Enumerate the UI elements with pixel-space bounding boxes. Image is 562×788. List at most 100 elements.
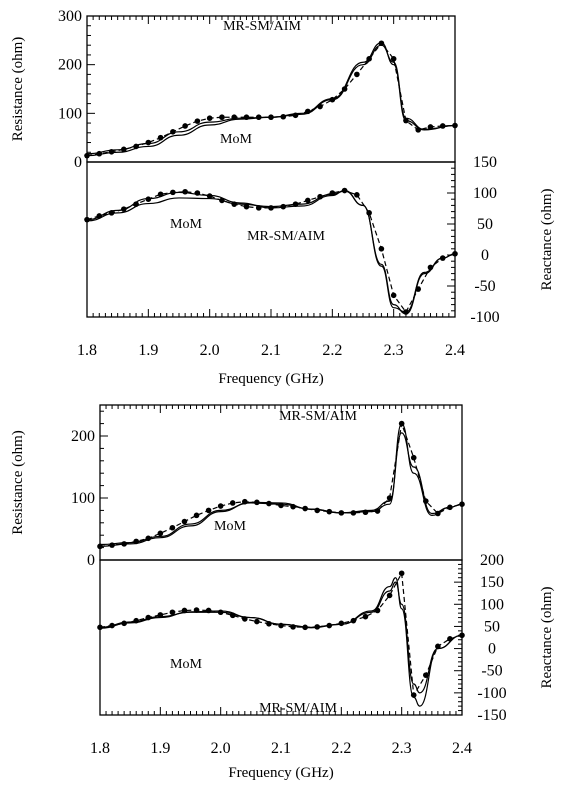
data-point <box>157 530 164 537</box>
data-point <box>205 507 212 514</box>
data-point <box>423 498 429 504</box>
data-point <box>366 210 372 216</box>
data-point <box>403 117 409 124</box>
data-point <box>181 607 188 614</box>
data-point <box>254 499 260 506</box>
data-point <box>108 210 115 216</box>
data-point <box>278 502 284 509</box>
y-tick-label: -100 <box>470 309 499 326</box>
data-point <box>341 86 348 92</box>
y-tick-label: 200 <box>71 428 95 445</box>
data-point <box>354 192 360 198</box>
y-tick-label: 150 <box>473 154 497 171</box>
data-point <box>427 124 434 130</box>
data-point <box>229 612 236 619</box>
data-point <box>329 190 336 196</box>
data-point <box>314 624 321 630</box>
x-tick-label: 1.9 <box>150 740 170 757</box>
x-tick-label: 1.8 <box>90 740 110 757</box>
data-point <box>217 503 224 509</box>
data-point <box>193 607 200 613</box>
data-point <box>194 118 201 124</box>
series-line <box>86 44 456 155</box>
data-point <box>243 203 250 210</box>
data-point <box>366 56 372 62</box>
data-point <box>108 148 115 155</box>
data-point <box>280 113 287 120</box>
data-point <box>290 624 296 630</box>
data-point <box>378 246 385 252</box>
data-point <box>96 213 103 219</box>
annotation-label: MR-SM/AIM <box>223 19 301 34</box>
data-point <box>229 500 236 506</box>
data-point <box>157 191 164 198</box>
data-point <box>243 114 250 121</box>
data-point <box>121 620 127 627</box>
data-point <box>350 617 357 624</box>
data-point <box>354 71 360 78</box>
data-point <box>326 508 333 515</box>
x-tick-label: 2.1 <box>261 342 281 359</box>
x-tick-label: 2.0 <box>200 342 220 359</box>
x-tick-label: 2.3 <box>384 342 404 359</box>
y-tick-label: 100 <box>71 490 95 507</box>
data-point <box>374 508 381 514</box>
data-point <box>302 624 308 631</box>
data-point <box>231 201 237 207</box>
x-tick-label: 2.2 <box>322 342 342 359</box>
data-point <box>292 112 299 119</box>
data-point <box>219 114 225 121</box>
data-point <box>194 190 201 196</box>
data-point <box>290 503 296 510</box>
x-tick-label: 2.4 <box>445 342 465 359</box>
data-point <box>452 122 458 129</box>
y-tick-label: 0 <box>488 641 496 658</box>
data-point <box>133 201 139 207</box>
data-point <box>242 498 248 505</box>
annotation-label: MR-SM/AIM <box>259 701 337 716</box>
data-point <box>329 96 336 103</box>
data-point <box>169 524 176 531</box>
data-point <box>292 201 299 207</box>
data-point <box>206 115 213 121</box>
data-point <box>255 205 262 211</box>
x-tick-label: 2.2 <box>331 740 351 757</box>
annotation-label: MoM <box>170 657 202 672</box>
x-tick-label: 2.0 <box>211 740 231 757</box>
data-point <box>133 143 139 150</box>
x-tick-label: 1.8 <box>77 342 97 359</box>
data-point <box>378 40 385 47</box>
y-axis-label: Resistance (ohm) <box>10 430 26 535</box>
y-axis-label: Resistance (ohm) <box>10 37 26 142</box>
data-point <box>317 193 323 200</box>
data-point <box>390 292 397 299</box>
data-point <box>278 622 284 629</box>
data-point <box>157 134 164 141</box>
series-dashed-line <box>86 42 456 157</box>
x-tick-label: 2.1 <box>271 740 291 757</box>
data-point <box>374 607 381 614</box>
data-point <box>386 592 393 599</box>
data-point <box>145 196 152 202</box>
y-tick-label: 100 <box>480 596 504 613</box>
data-point <box>314 507 321 514</box>
data-point <box>305 197 311 204</box>
data-point <box>145 139 152 146</box>
data-point <box>410 692 417 698</box>
data-point <box>338 510 345 516</box>
data-point <box>362 613 369 620</box>
data-point <box>280 203 287 210</box>
y-tick-label: -150 <box>477 707 506 724</box>
y-tick-label: 50 <box>484 618 500 635</box>
data-point <box>254 618 260 625</box>
data-point <box>121 541 127 547</box>
data-point <box>121 146 127 153</box>
y-axis-label: Reactance (ohm) <box>539 188 555 290</box>
data-point <box>182 188 188 195</box>
data-point <box>97 543 103 550</box>
data-point <box>447 504 453 511</box>
data-point <box>157 612 164 618</box>
y-tick-label: -100 <box>477 685 506 702</box>
data-point <box>439 255 446 261</box>
